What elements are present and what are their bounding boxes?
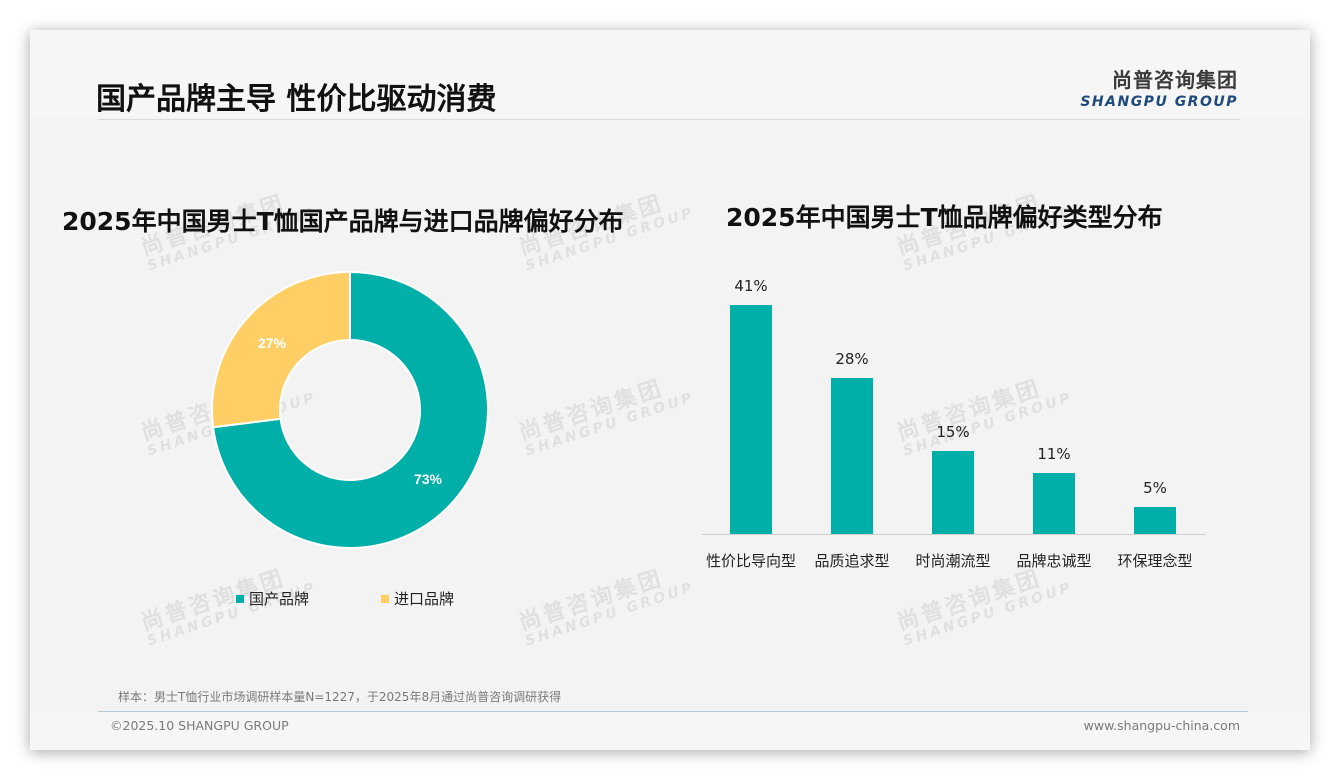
bar-chart: 41% 28% 15% 11% 5% [702,270,1206,535]
bar [831,378,873,535]
company-logo: 尚普咨询集团 SHANGPU GROUP [1080,64,1238,110]
page-title: 国产品牌主导 性价比驱动消费 [96,82,497,117]
slide: 尚普咨询集团 SHANGPU GROUP 尚普咨询集团 SHANGPU GROUP … [30,30,1310,750]
logo-text-cn: 尚普咨询集团 [1112,68,1238,92]
header-band [30,30,1310,118]
bar-value-label: 11% [1037,445,1071,463]
website-link[interactable]: www.shangpu-china.com [1083,718,1240,733]
x-axis-label: 品质追求型 [814,552,890,570]
bar-column: 15% [932,270,974,535]
donut-segment-imported [211,270,351,429]
bar-value-label: 5% [1143,479,1167,497]
sample-note: 样本：男士T恤行业市场调研样本量N=1227，于2025年8月通过尚普咨询调研获… [118,690,562,704]
donut-chart-title: 2025年中国男士T恤国产品牌与进口品牌偏好分布 [62,207,624,236]
legend-label: 国产品牌 [249,590,310,608]
legend-item-imported: 进口品牌 [381,588,454,609]
bar-value-label: 41% [734,277,768,295]
x-axis-label: 品牌忠诚型 [1016,552,1092,570]
x-axis-label: 环保理念型 [1117,552,1193,570]
x-axis-line [702,534,1206,535]
donut-label-domestic: 73% [414,471,443,487]
bar-chart-title: 2025年中国男士T恤品牌偏好类型分布 [726,203,1163,232]
bar-column: 5% [1134,270,1176,535]
bar-column: 28% [831,270,873,535]
bar-value-label: 15% [936,423,970,441]
bar [1134,507,1176,535]
donut-label-imported: 27% [258,335,287,351]
bar [932,451,974,535]
bar-column: 41% [730,270,772,535]
legend-swatch-yellow-icon [381,594,389,603]
copyright-text: ©2025.10 SHANGPU GROUP [110,718,289,733]
donut-chart: 73% 27% [211,270,489,549]
legend-swatch-teal-icon [236,594,244,603]
legend-item-domestic: 国产品牌 [236,588,309,609]
footer-band [30,712,1310,750]
bar [1033,473,1075,535]
legend-label: 进口品牌 [394,590,455,608]
bar-column: 11% [1033,270,1075,535]
logo-text-en: SHANGPU GROUP [1080,94,1238,110]
bar-value-label: 28% [835,350,869,368]
donut-segment-domestic [211,270,489,549]
title-divider [98,119,1240,120]
footer-divider [98,711,1248,712]
bar [730,305,772,535]
x-axis-label: 性价比导向型 [705,552,796,570]
x-axis-label: 时尚潮流型 [915,552,991,570]
